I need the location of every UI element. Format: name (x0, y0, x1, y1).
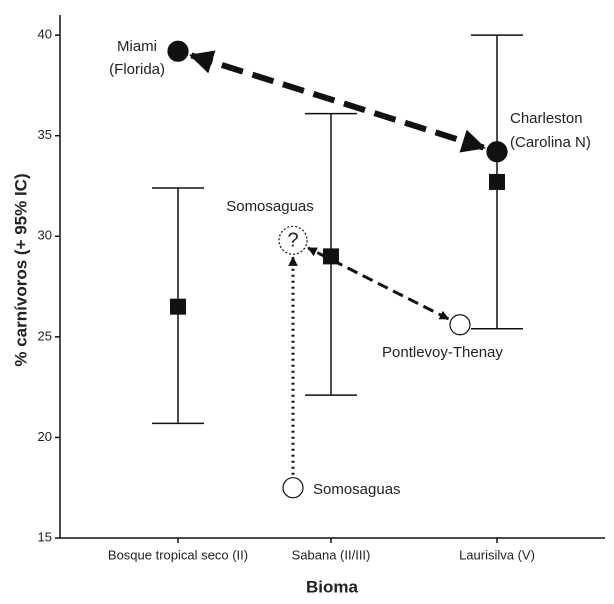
point (282, 477, 304, 499)
point (167, 40, 189, 62)
point-label: Miami (117, 38, 157, 55)
mean-marker (170, 298, 186, 315)
point (278, 225, 308, 255)
y-tick-label: 20 (38, 429, 52, 444)
point-label: (Carolina N) (510, 134, 591, 151)
x-tick-label: Laurisilva (V) (459, 547, 535, 562)
y-tick-label: 40 (38, 27, 52, 42)
point-symbol: ? (287, 230, 298, 252)
point-label: (Florida) (109, 61, 165, 78)
point-label: Charleston (510, 110, 583, 127)
x-axis-label: Bioma (306, 577, 359, 596)
y-axis-label: % carnívoros (+ 95% IC) (11, 173, 30, 366)
point (449, 314, 471, 336)
arrow (189, 50, 486, 153)
y-tick-label: 25 (38, 328, 52, 343)
x-tick-label: Bosque tropical seco (II) (108, 547, 248, 562)
point-label: Somosaguas (313, 481, 401, 498)
x-tick-label: Sabana (II/III) (292, 547, 371, 562)
y-tick-label: 15 (38, 529, 52, 544)
point-label: Somosaguas (226, 198, 314, 215)
y-tick-label: 30 (38, 228, 52, 243)
point (486, 141, 508, 163)
arrow (307, 246, 450, 321)
y-tick-label: 35 (38, 127, 52, 142)
mean-marker (489, 173, 505, 190)
point-label: Pontlevoy-Thenay (382, 344, 503, 361)
